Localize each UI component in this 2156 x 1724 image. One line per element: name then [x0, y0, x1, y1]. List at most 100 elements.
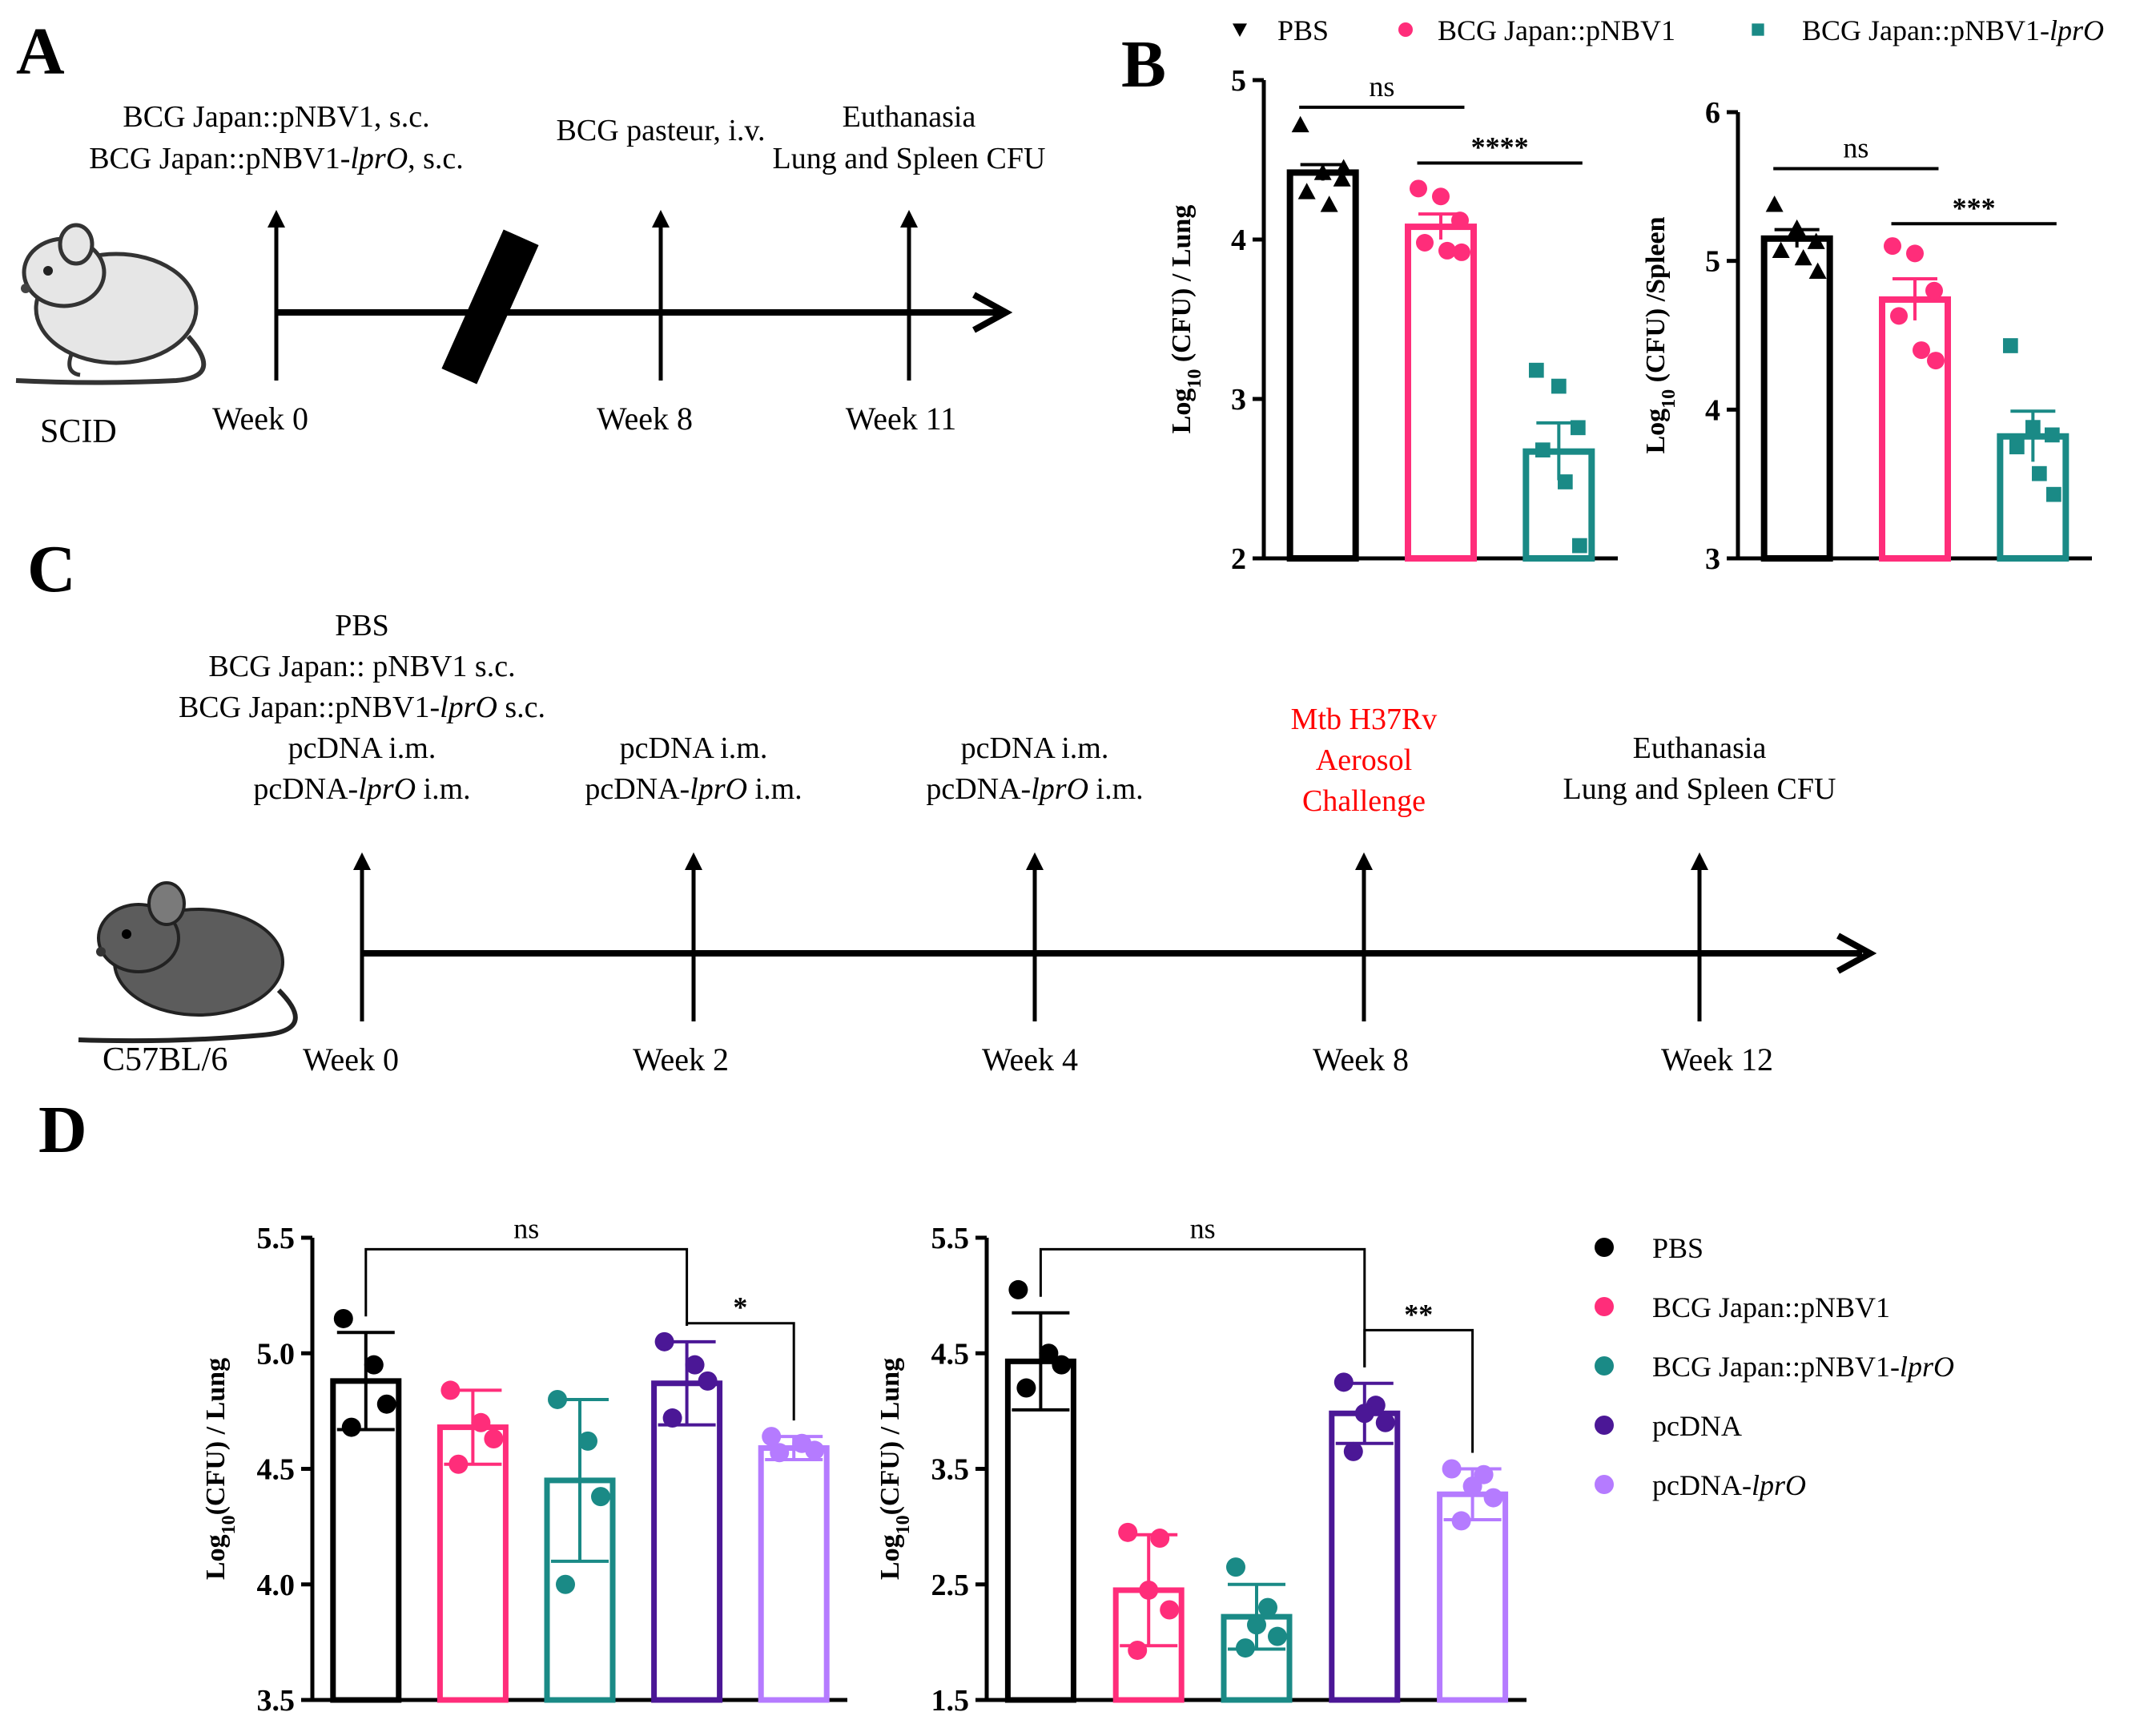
- significance-bracket: [364, 1247, 689, 1326]
- y-tick-label: 3.5: [257, 1684, 296, 1718]
- timeline-arrow-head: [353, 852, 371, 870]
- timeline-event-text: Challenge: [1302, 784, 1426, 818]
- data-point: [1291, 115, 1309, 133]
- legend-label: pcDNA-lprO: [1652, 1469, 1806, 1501]
- data-point: [1333, 1372, 1354, 1392]
- timeline-event-text: pcDNA i.m.: [961, 731, 1109, 765]
- data-point: [1453, 243, 1470, 261]
- significance-bracket: [1039, 1247, 1366, 1368]
- y-axis-label: Log10 (CFU) / Lung: [1167, 205, 1205, 434]
- data-point: [1528, 362, 1544, 378]
- week-label: Week 11: [846, 401, 957, 437]
- legend-marker: [1595, 1416, 1614, 1435]
- y-tick-label: 1.5: [931, 1684, 970, 1718]
- mouse-label-scid: SCID: [40, 413, 117, 450]
- data-point: [591, 1487, 610, 1507]
- data-point: [2044, 427, 2060, 443]
- data-point: [1570, 420, 1586, 436]
- significance-bracket: [1363, 1328, 1474, 1453]
- data-point: [2031, 465, 2047, 481]
- data-point: [1008, 1279, 1028, 1299]
- y-tick-label: 4.5: [931, 1337, 970, 1371]
- data-point: [556, 1574, 575, 1594]
- data-point: [1807, 232, 1825, 249]
- timeline-event-text: BCG Japan:: pNBV1 s.c.: [208, 650, 515, 683]
- data-point: [762, 1427, 782, 1447]
- data-point: [1765, 195, 1784, 212]
- significance-label: ***: [1953, 191, 1996, 224]
- data-point: [1334, 159, 1353, 175]
- data-point: [2009, 439, 2025, 455]
- week-label: Week 0: [212, 401, 308, 437]
- data-point: [1483, 1488, 1503, 1508]
- data-point: [1118, 1522, 1138, 1542]
- y-tick-label: 4.0: [257, 1569, 296, 1602]
- data-point: [1808, 262, 1827, 280]
- data-point: [1128, 1640, 1148, 1660]
- data-point: [333, 1308, 353, 1328]
- week-label: Week 0: [303, 1041, 399, 1078]
- data-point: [685, 1355, 705, 1375]
- y-axis-label: Log10(CFU) / Lung: [201, 1358, 239, 1580]
- timeline-event-text: Lung and Spleen CFU: [773, 142, 1046, 175]
- bar: [1329, 1410, 1401, 1703]
- y-axis-label: Log10(CFU) / Lung: [875, 1358, 914, 1580]
- legend-label: pcDNA: [1652, 1410, 1742, 1442]
- significance-label: *: [733, 1291, 747, 1323]
- chart-b-spleen: 3 4 5 6 Log10 (CFU) /Spleen ns ***: [1641, 96, 2092, 576]
- data-point: [1297, 183, 1316, 199]
- data-point: [1039, 1343, 1059, 1363]
- timeline-event-text: Euthanasia: [843, 100, 976, 134]
- timeline-arrow-head: [900, 210, 918, 228]
- data-point: [1333, 170, 1351, 187]
- week-label: Week 8: [597, 401, 693, 437]
- data-point: [1432, 187, 1450, 206]
- y-tick-label: 4.5: [257, 1453, 296, 1487]
- bar: [1437, 1491, 1509, 1703]
- legend-marker: [1595, 1475, 1614, 1494]
- panel-letter-b: B: [1121, 27, 1166, 102]
- timeline-event-text: pcDNA-lprO i.m.: [585, 772, 802, 806]
- y-tick-label: 3: [1231, 383, 1246, 417]
- c57bl6-mouse-icon: [78, 881, 298, 1044]
- data-point: [1571, 538, 1587, 554]
- data-point: [1016, 1378, 1036, 1398]
- timeline-event-text: pcDNA i.m.: [288, 731, 436, 765]
- bar: [758, 1445, 830, 1703]
- significance-label: **: [1404, 1298, 1433, 1330]
- chart-d-left: 3.5 4.0 4.5 5.0 5.5 Log10(CFU) / Lung ns *: [201, 1212, 847, 1718]
- y-tick-label: 5.0: [257, 1337, 296, 1371]
- data-point: [440, 1380, 461, 1400]
- data-point: [1551, 378, 1567, 394]
- timeline-event-text: Mtb H37Rv: [1291, 703, 1438, 736]
- timeline-event-text: Euthanasia: [1633, 731, 1767, 765]
- panel-letter-a: A: [16, 14, 65, 89]
- data-point: [1139, 1580, 1159, 1600]
- legend-marker: [1233, 23, 1247, 37]
- week-label: Week 12: [1661, 1041, 1773, 1078]
- timeline-event-text: pcDNA-lprO i.m.: [926, 772, 1143, 806]
- timeline-event-text: BCG Japan::pNBV1-lprO s.c.: [179, 691, 545, 724]
- data-point: [654, 1331, 674, 1351]
- legend-marker: [1595, 1238, 1614, 1257]
- legend-b: PBS BCG Japan::pNBV1 BCG Japan::pNBV1-lprO: [1233, 14, 2104, 46]
- data-point: [1890, 307, 1908, 325]
- data-point: [2025, 420, 2041, 435]
- timeline-event-text: BCG Japan::pNBV1, s.c.: [123, 100, 429, 134]
- timeline-event-text: Aerosol: [1316, 743, 1412, 777]
- data-point: [1451, 1511, 1471, 1531]
- y-tick-label: 2.5: [931, 1569, 970, 1602]
- data-point: [1150, 1529, 1170, 1549]
- data-point: [805, 1440, 825, 1460]
- data-point: [1320, 195, 1338, 212]
- chart-b-lung: 2 3 4 5 Log10 (CFU) / Lung ns ****: [1167, 64, 1618, 576]
- data-point: [1247, 1615, 1266, 1635]
- data-point: [1557, 474, 1573, 489]
- panel-letter-d: D: [38, 1093, 87, 1167]
- data-point: [1313, 163, 1332, 180]
- timeline-event-text: pcDNA-lprO i.m.: [253, 772, 470, 806]
- legend-label: PBS: [1277, 14, 1329, 46]
- significance-label: ns: [1190, 1212, 1216, 1244]
